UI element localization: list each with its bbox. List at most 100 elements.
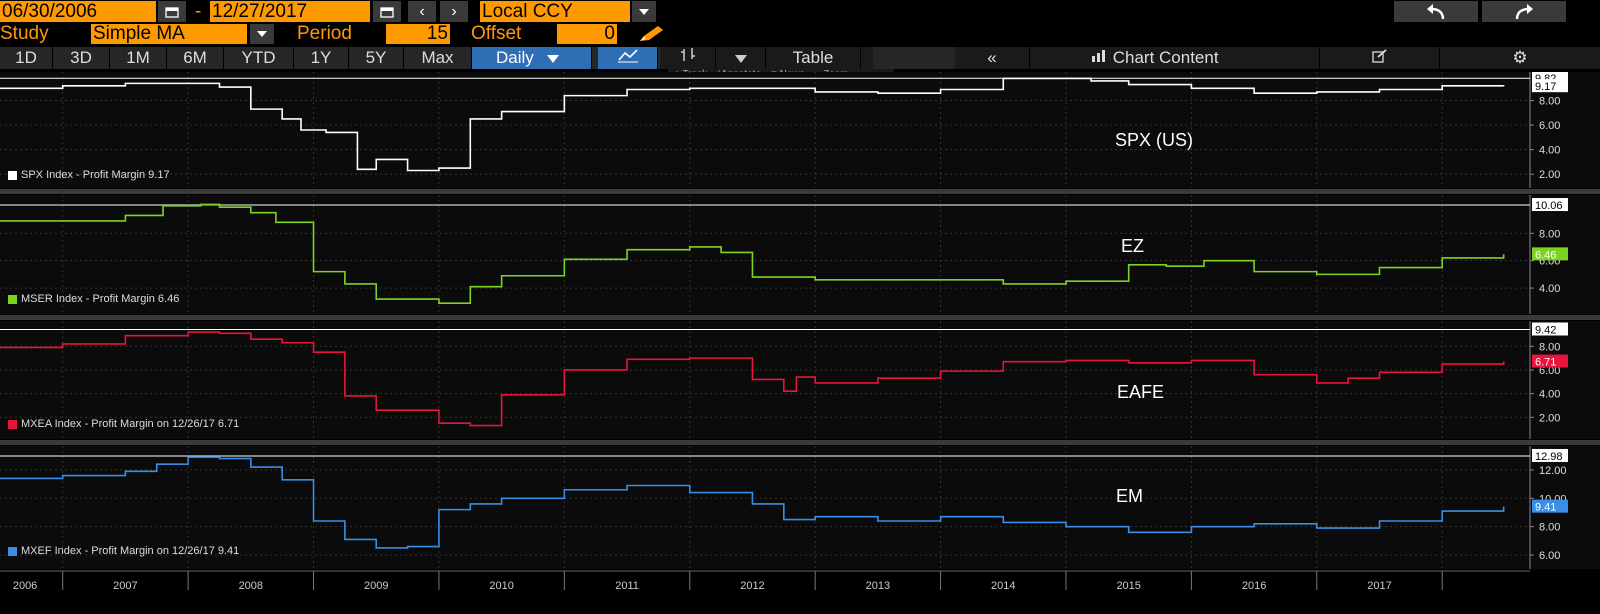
- calendar-icon[interactable]: [158, 1, 186, 22]
- range-1y-button[interactable]: 1Y: [294, 47, 349, 69]
- series-legend: MXEF Index - Profit Margin on 12/26/17 9…: [8, 545, 239, 557]
- x-axis: 2006 2007 2008 2009 2010 2011 2012 2013 2014 2015…: [0, 570, 1600, 609]
- y-tick-label: 8.00: [1539, 341, 1560, 353]
- frequency-select[interactable]: Daily: [472, 47, 592, 69]
- toolbar-spacer: [861, 47, 873, 69]
- offset-input[interactable]: 0: [557, 24, 617, 44]
- panel-title: SPX (US): [1115, 130, 1194, 150]
- max-value-label: 12.98: [1535, 451, 1563, 463]
- date-range-bar: 06/30/2006 - 12/27/2017 ‹ › Local CCY: [0, 0, 1600, 23]
- max-value-badge: [1532, 448, 1568, 462]
- last-value-label: 9.41: [1535, 502, 1556, 514]
- legend-swatch: [8, 294, 17, 304]
- line-chart-icon[interactable]: [598, 47, 658, 69]
- chart-toolbar: 1D 3D 1M 6M YTD 1Y 5Y Max Daily Table « …: [0, 47, 1600, 69]
- period-label: Period: [297, 23, 352, 44]
- range-5y-button[interactable]: 5Y: [349, 47, 404, 69]
- series-line[interactable]: [0, 203, 1505, 304]
- pencil-icon[interactable]: [636, 25, 666, 48]
- table-button[interactable]: Table: [766, 47, 861, 69]
- x-tick-label: 2009: [364, 580, 388, 592]
- eafe-chart[interactable]: 2.00 4.00 6.00 8.00 9.42 6.71: [0, 321, 1600, 439]
- study-select[interactable]: Simple MA: [91, 24, 247, 44]
- series-legend: MXEA Index - Profit Margin on 12/26/17 6…: [8, 418, 239, 430]
- legend-swatch: [8, 170, 17, 180]
- dropdown-arrow-icon: [546, 55, 559, 63]
- legend-text: MSER Index - Profit Margin 6.46: [21, 293, 180, 305]
- last-value-label: 9.17: [1535, 81, 1556, 93]
- range-ytd-button[interactable]: YTD: [224, 47, 294, 69]
- last-value-badge: [1532, 354, 1568, 368]
- series-line[interactable]: [0, 456, 1505, 549]
- calendar-icon[interactable]: [373, 1, 401, 22]
- legend-text: MXEA Index - Profit Margin on 12/26/17 6…: [21, 418, 240, 430]
- series-line[interactable]: [0, 331, 1505, 427]
- panel-divider[interactable]: [0, 315, 1600, 320]
- chevron-left-icon[interactable]: ‹: [408, 1, 436, 22]
- series-legend: SPX Index - Profit Margin 9.17: [8, 169, 170, 181]
- panel-title: EAFE: [1117, 382, 1165, 402]
- panel-title: EZ: [1121, 236, 1145, 256]
- y-tick-label: 4.00: [1539, 283, 1560, 295]
- x-tick-label: 2012: [740, 580, 764, 592]
- last-value-badge: [1532, 247, 1568, 261]
- x-tick-label: 2015: [1116, 580, 1140, 592]
- study-bar: Study Simple MA Period 15 Offset 0: [0, 23, 1600, 45]
- max-value-label: 9.42: [1535, 324, 1556, 336]
- x-tick-label: 2013: [866, 580, 890, 592]
- chart-content-icon: [1092, 50, 1105, 62]
- range-max-button[interactable]: Max: [404, 47, 472, 69]
- y-tick-label: 12.00: [1539, 465, 1567, 477]
- undo-icon[interactable]: [1394, 1, 1478, 22]
- legend-text: SPX Index - Profit Margin 9.17: [21, 169, 170, 181]
- redo-icon[interactable]: [1482, 1, 1566, 22]
- spx-chart[interactable]: 2.004.006.008.009.829.17: [0, 71, 1600, 188]
- range-1m-button[interactable]: 1M: [110, 47, 167, 69]
- frequency-label: Daily: [496, 48, 534, 67]
- chart-content-label: Chart Content: [1112, 48, 1219, 67]
- y-tick-label: 2.00: [1539, 412, 1560, 424]
- edit-icon[interactable]: [1320, 47, 1440, 69]
- y-tick-label: 8.00: [1539, 96, 1560, 108]
- x-tick-label: 2006: [13, 580, 37, 592]
- x-tick-label: 2016: [1242, 580, 1266, 592]
- legend-swatch: [8, 419, 17, 429]
- em-panel: 6.00 8.00 10.00 12.00 12.98 9.41 EM MXEF Inde…: [0, 446, 1600, 569]
- x-tick-label: 2008: [239, 580, 263, 592]
- collapse-icon[interactable]: «: [955, 47, 1030, 69]
- panel-divider[interactable]: [0, 440, 1600, 445]
- offset-label: Offset: [471, 23, 522, 44]
- range-1d-button[interactable]: 1D: [0, 47, 53, 69]
- panel-divider[interactable]: [0, 189, 1600, 194]
- currency-select[interactable]: Local CCY: [480, 1, 630, 22]
- series-line[interactable]: [0, 77, 1505, 172]
- max-value-badge: [1532, 198, 1568, 212]
- x-tick-label: 2014: [991, 580, 1015, 592]
- y-tick-label: 6.00: [1539, 365, 1560, 377]
- last-value-label: 6.71: [1535, 357, 1556, 369]
- range-6m-button[interactable]: 6M: [167, 47, 224, 69]
- period-input[interactable]: 15: [386, 24, 450, 44]
- bar-chart-icon[interactable]: [660, 47, 716, 69]
- end-date-field[interactable]: 12/27/2017: [210, 1, 370, 22]
- last-value-badge: [1532, 499, 1568, 513]
- y-tick-label: 2.00: [1539, 169, 1560, 181]
- chart-content-button[interactable]: Chart Content: [1030, 47, 1320, 69]
- date-separator: -: [195, 1, 202, 22]
- ez-panel: 4.00 6.00 8.00 10.06 6.46 EZ MSER Index - Pr…: [0, 195, 1600, 314]
- x-tick-label: 2007: [113, 580, 137, 592]
- range-3d-button[interactable]: 3D: [53, 47, 110, 69]
- dropdown-arrow-icon[interactable]: [632, 1, 656, 22]
- study-label: Study: [0, 23, 49, 44]
- max-value-label: 10.06: [1535, 200, 1563, 212]
- chevron-right-icon[interactable]: ›: [440, 1, 468, 22]
- dropdown-arrow-icon[interactable]: [250, 24, 274, 44]
- max-value-badge: [1532, 322, 1568, 336]
- dropdown-arrow-icon[interactable]: [716, 47, 766, 69]
- x-tick-label: 2017: [1367, 580, 1391, 592]
- start-date-field[interactable]: 06/30/2006: [0, 1, 156, 22]
- gear-icon[interactable]: ⚙: [1440, 47, 1600, 69]
- y-tick-label: 6.00: [1539, 550, 1560, 562]
